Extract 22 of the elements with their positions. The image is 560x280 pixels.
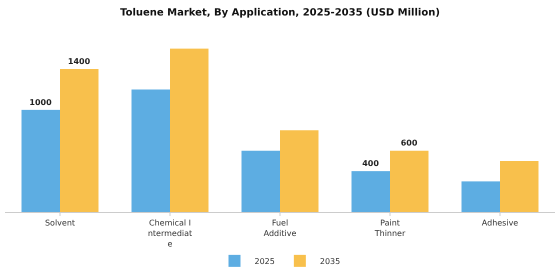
chart-title: Toluene Market, By Application, 2025-2035 (USD Million) (120, 7, 440, 18)
bar (500, 160, 538, 212)
legend-label: 2025 (254, 257, 275, 266)
x-tick-label: Solvent (44, 218, 76, 228)
x-tick-label: Paint Thinner (374, 218, 406, 238)
data-label: 1000 (29, 98, 52, 107)
bar (352, 171, 390, 212)
bar (132, 89, 170, 212)
legend-label: 2035 (320, 257, 340, 266)
data-label: 400 (362, 159, 380, 168)
x-tick-label: Chemical Intermediate (148, 218, 192, 248)
x-tick-label: Adhesive (482, 218, 518, 228)
bar (390, 150, 428, 212)
data-label: 1400 (68, 57, 91, 66)
bar (280, 130, 318, 212)
bar (242, 150, 280, 212)
x-tick-label: Fuel Additive (264, 218, 296, 238)
bar (60, 69, 98, 212)
bar (170, 48, 208, 212)
bar (22, 110, 60, 212)
bar (462, 181, 500, 212)
data-label: 600 (400, 138, 418, 148)
